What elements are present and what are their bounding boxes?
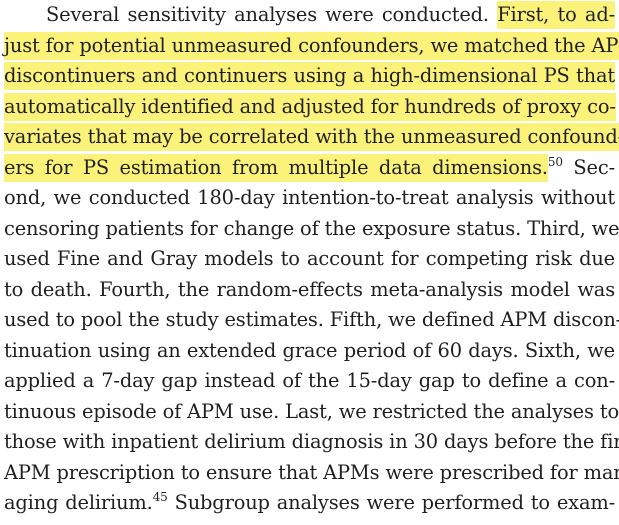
text-line: applied a 7-day gap instead of the 15-da… xyxy=(4,369,615,392)
text-span: Sec- xyxy=(562,155,615,179)
text-line: Several sensitivity analyses were conduc… xyxy=(46,0,615,31)
text-span: Subgroup analyses were performed to exam… xyxy=(167,491,616,514)
highlighted-text[interactable]: ers for PS estimation from multiple data… xyxy=(4,153,548,182)
highlighted-text[interactable]: First, to ad- xyxy=(497,1,615,29)
text-line: used to pool the study estimates. Fifth,… xyxy=(4,308,619,331)
citation-superscript[interactable]: 45 xyxy=(152,490,168,504)
text-line: just for potential unmeasured confounder… xyxy=(4,31,619,62)
text-line: tinuous episode of APM use. Last, we res… xyxy=(4,399,619,423)
text-line: automatically identified and adjusted fo… xyxy=(4,92,616,123)
text-line: discontinuers and continuers using a hig… xyxy=(4,61,615,92)
citation-superscript[interactable]: 50 xyxy=(547,154,563,169)
highlighted-text[interactable]: variates that may be correlated with the… xyxy=(4,123,619,151)
text-line: censoring patients for change of the exp… xyxy=(4,216,619,240)
highlighted-text[interactable]: discontinuers and continuers using a hig… xyxy=(4,62,615,90)
text-line: ers for PS estimation from multiple data… xyxy=(4,153,615,184)
text-line: to death. Fourth, the random-effects met… xyxy=(4,277,615,301)
highlighted-text[interactable]: automatically identified and adjusted fo… xyxy=(4,92,616,121)
text-span: aging delirium. xyxy=(4,491,153,514)
text-line: ond, we conducted 180-day intention-to-t… xyxy=(4,186,615,209)
text-line: those with inpatient delirium diagnosis … xyxy=(4,430,619,453)
text-line: variates that may be correlated with the… xyxy=(4,122,619,153)
text-line: tinuation using an extended grace period… xyxy=(4,338,615,362)
text-line: APM prescription to ensure that APMs wer… xyxy=(4,460,619,484)
text-line: used Fine and Gray models to account for… xyxy=(4,247,615,270)
text-span: Several sensitivity analyses were conduc… xyxy=(46,3,498,26)
text-line: aging delirium.45 Subgroup analyses were… xyxy=(4,488,615,519)
highlighted-text[interactable]: just for potential unmeasured confounder… xyxy=(4,31,619,60)
